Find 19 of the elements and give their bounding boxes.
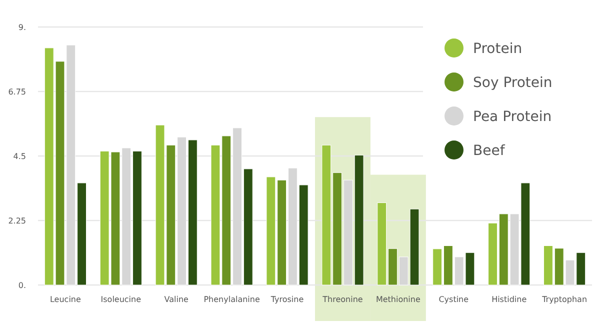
x-tick-label: Threonine bbox=[322, 295, 363, 304]
x-tick-label: Tryptophan bbox=[541, 295, 588, 304]
x-tick-label: Tyrosine bbox=[270, 295, 304, 304]
x-tick-label: Leucine bbox=[50, 295, 81, 304]
x-tick-label: Valine bbox=[164, 295, 189, 304]
y-tick-label: 4.5 bbox=[13, 152, 26, 161]
legend-label: Beef bbox=[473, 142, 506, 159]
legend-label: Protein bbox=[473, 40, 522, 57]
x-tick-label: Histidine bbox=[492, 295, 527, 304]
x-tick-label: Methionine bbox=[376, 295, 420, 304]
x-tick-label: Cystine bbox=[438, 295, 469, 304]
legend-label: Soy Protein bbox=[473, 74, 552, 91]
x-tick-label: Phenylalanine bbox=[204, 295, 260, 304]
y-tick-label: 6.75 bbox=[8, 87, 26, 96]
legend-label: Pea Protein bbox=[473, 108, 552, 125]
y-tick-label: 9. bbox=[18, 22, 26, 32]
y-tick-label: 2.25 bbox=[8, 216, 26, 226]
y-tick-label: 0. bbox=[18, 280, 26, 290]
x-tick-label: Isoleucine bbox=[100, 295, 142, 304]
